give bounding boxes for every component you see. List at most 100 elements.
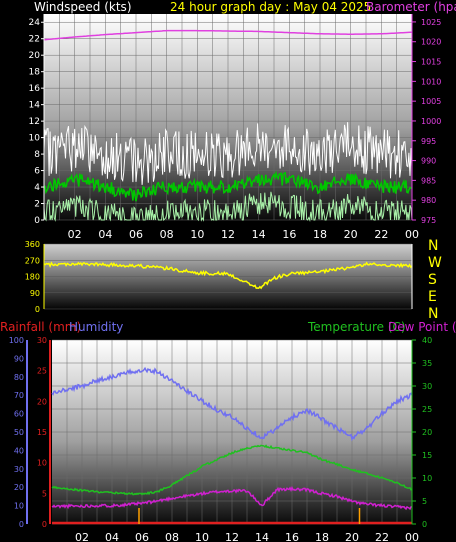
direction-axis-ticks: 0 90 180 270 360 [25,240,413,314]
x-tick-label: 00 [405,531,419,542]
windspeed-series [43,122,413,222]
x-tick-label: 02 [75,531,89,542]
y-tick-label: 22 [29,35,40,45]
y-tick-label: 100 [9,336,24,345]
y-tick-label: 1005 [421,97,441,106]
y-tick-label: 0 [19,520,24,529]
y-tick-label: 1000 [421,117,441,126]
y-tick-label: 5 [42,489,47,498]
y-tick-label: 90 [14,354,24,363]
x-tick-label: 20 [345,531,359,542]
x-tick-label: 04 [105,531,119,542]
y-tick-label: 30 [37,336,47,345]
y-tick-label: 14 [29,101,41,111]
y-tick-label: 12 [29,117,40,127]
wind-low-line [43,191,413,222]
dewpoint-line [51,485,413,511]
humidity-line [51,366,413,442]
y-tick-label: 80 [14,373,24,382]
y-tick-label: 16 [29,84,41,94]
y-tick-label: 15 [37,428,47,437]
y-tick-label: 995 [421,137,436,146]
humidity-axis-label: Humidity [69,320,123,334]
wind-gust-line [43,122,413,185]
x-tick-label: 18 [313,228,327,241]
y-tick-label: 20 [14,483,24,492]
y-tick-label: 180 [25,273,40,282]
y-tick-label: 980 [421,196,436,205]
y-tick-label: 30 [422,382,432,391]
x-tick-label: 22 [375,531,389,542]
x-tick-label: 14 [255,531,269,542]
rainfall-axis-label: Rainfall (mm) [0,320,81,334]
x-tick-label: 14 [252,228,266,241]
y-tick-label: 90 [30,289,40,298]
x-tick-label: 16 [285,531,299,542]
y-tick-label: 5 [422,497,427,506]
y-tick-label: 10 [14,502,24,511]
x-tick-label: 12 [221,228,235,241]
compass-labels: N W S E N [428,238,442,322]
wind-average-line [43,170,412,202]
x-tick-label: 02 [68,228,82,241]
y-tick-label: 1025 [421,18,441,27]
y-tick-label: 18 [29,68,41,78]
rain-markers [138,508,361,524]
y-tick-label: 990 [421,157,436,166]
y-tick-label: 20 [37,397,47,406]
y-tick-label: 2 [34,200,40,210]
x-tick-label: 00 [405,228,419,241]
direction-grid [44,243,412,310]
y-tick-label: 35 [422,359,432,368]
x-tick-label: 08 [165,531,179,542]
y-tick-label: 20 [422,428,432,437]
x-tick-label: 08 [160,228,174,241]
x-tick-label: 04 [98,228,112,241]
y-tick-label: 4 [34,183,40,193]
compass-label: N [428,238,438,254]
x-tick-label: 18 [315,531,329,542]
compass-label: S [428,272,437,288]
y-tick-label: 40 [422,336,432,345]
y-tick-label: 60 [14,410,24,419]
y-tick-label: 25 [422,405,432,414]
y-tick-label: 0 [42,520,47,529]
wind-axis-ticks: 0246810121416182022249759809859909951000… [29,14,441,241]
temperature-axis-label: Temperature (C) [307,320,406,334]
lower-axis-ticks: 0510152025303540010203040506070809010005… [9,336,432,542]
x-tick-label: 20 [344,228,358,241]
dewpoint-axis-label: Dew Point (C) [388,320,456,334]
y-tick-label: 270 [25,256,40,265]
barometer-line [43,29,413,41]
y-tick-label: 50 [14,428,24,437]
y-tick-label: 30 [14,465,24,474]
y-tick-label: 360 [25,240,40,249]
y-tick-label: 1010 [421,77,441,86]
barometer-axis-label: Barometer (hpa) [366,0,456,14]
windspeed-axis-label: Windspeed (kts) [34,0,132,14]
y-tick-label: 40 [14,446,24,455]
y-tick-label: 0 [35,305,40,314]
x-tick-label: 10 [190,228,204,241]
y-tick-label: 15 [422,451,432,460]
compass-label: N [428,306,438,322]
x-tick-label: 06 [129,228,143,241]
y-tick-label: 25 [37,367,47,376]
y-tick-label: 1015 [421,58,441,67]
compass-label: E [428,289,437,305]
y-tick-label: 10 [422,474,432,483]
y-tick-label: 10 [37,459,47,468]
y-tick-label: 10 [29,134,41,144]
x-tick-label: 16 [282,228,296,241]
x-tick-label: 10 [195,531,209,542]
chart-title: 24 hour graph day : May 04 2025 [170,0,371,14]
y-tick-label: 0 [34,216,40,226]
y-tick-label: 1020 [421,38,441,47]
wind-direction-line [43,261,413,290]
x-tick-label: 06 [135,531,149,542]
y-tick-label: 6 [34,167,40,177]
x-tick-label: 22 [374,228,388,241]
y-tick-label: 0 [422,520,427,529]
y-tick-label: 985 [421,176,436,185]
y-tick-label: 24 [29,18,41,28]
